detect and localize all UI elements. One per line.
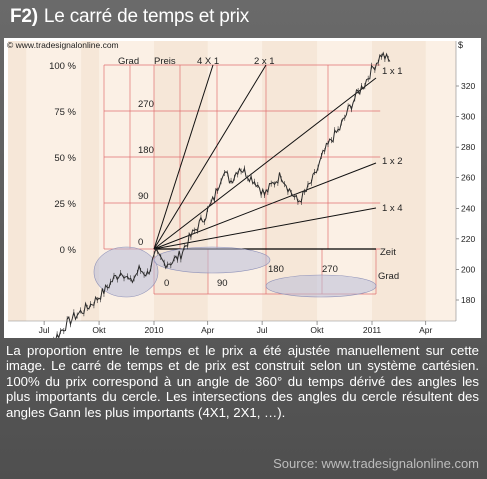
price-scale-tick: 75 %: [54, 107, 76, 118]
fan-line-1x4: [153, 207, 377, 250]
y-axis-tick: 220: [461, 234, 475, 244]
time-band: [26, 41, 82, 321]
figure-number: F2): [10, 6, 38, 27]
y-axis-tick: 280: [461, 142, 475, 152]
y-axis-tick: 180: [461, 295, 475, 305]
time-circle: [93, 246, 159, 298]
fan-label-2x1: 2 x 1: [254, 56, 275, 67]
y-axis-tick: 240: [461, 203, 475, 213]
price-scale-tick: 0 %: [60, 245, 77, 256]
zeit-label: Zeit: [380, 247, 396, 258]
fan-label-4x1: 4 X 1: [197, 56, 219, 67]
x-axis-tick: 2011: [363, 325, 382, 335]
y-axis-tick: 260: [461, 173, 475, 183]
y-axis-label: $: [458, 40, 463, 50]
time-scale-label: Grad: [378, 271, 399, 282]
price-scale-label: Preis: [154, 56, 176, 67]
price-scale-tick: 50 %: [54, 153, 76, 164]
time-scale-tick: 90: [217, 278, 228, 289]
x-axis-tick: Apr: [419, 325, 432, 335]
figure-title: F2) Le carré de temps et prix: [10, 6, 249, 28]
fan-label-1x4: 1 x 4: [382, 203, 403, 214]
x-axis-tick: Okt: [310, 325, 324, 335]
time-band: [425, 41, 456, 321]
chart-area: © www.tradesignalonline.com $ Preis Grad…: [4, 38, 481, 338]
fan-line-1x1: [153, 77, 377, 250]
price-series: [53, 51, 391, 338]
time-circle: [153, 246, 271, 274]
x-axis-tick: 2010: [145, 325, 164, 335]
fan-line-2x1: [153, 64, 267, 250]
y-axis-tick: 320: [461, 81, 475, 91]
source-credit: Source: www.tradesignalonline.com: [273, 456, 479, 471]
chart-labels: © www.tradesignalonline.com $ Preis Grad…: [7, 40, 475, 335]
angle-scale-tick: 270: [138, 99, 154, 110]
time-scale-tick: 180: [268, 264, 284, 275]
fan-line-4x1: [153, 64, 214, 250]
x-axis-tick: Okt: [92, 325, 106, 335]
x-axis-tick: Apr: [201, 325, 214, 335]
chart-watermark: © www.tradesignalonline.com: [7, 40, 119, 50]
x-axis-tick: Jul: [257, 325, 268, 335]
time-scale-tick: 270: [322, 264, 338, 275]
time-circle: [265, 274, 377, 298]
figure-description: La proportion entre le temps et le prix …: [6, 343, 479, 420]
y-axis-tick: 200: [461, 264, 475, 274]
time-scale-tick: 0: [164, 278, 169, 289]
price-scale-tick: 25 %: [54, 199, 76, 210]
gann-chart: © www.tradesignalonline.com $ Preis Grad…: [4, 38, 481, 338]
x-axis-tick: Jul: [39, 325, 50, 335]
price-scale-tick: 100 %: [49, 61, 76, 72]
time-band: [207, 41, 263, 321]
fan-label-1x2: 1 x 2: [382, 156, 403, 167]
y-axis-tick: 300: [461, 112, 475, 122]
fan-label-1x1: 1 x 1: [382, 66, 403, 77]
angle-scale-tick: 180: [138, 145, 154, 156]
angle-scale-tick: 90: [138, 191, 149, 202]
angle-scale-tick: 0: [138, 237, 143, 248]
angle-scale-label: Grad: [118, 56, 139, 67]
figure-title-text: Le carré de temps et prix: [43, 6, 250, 27]
